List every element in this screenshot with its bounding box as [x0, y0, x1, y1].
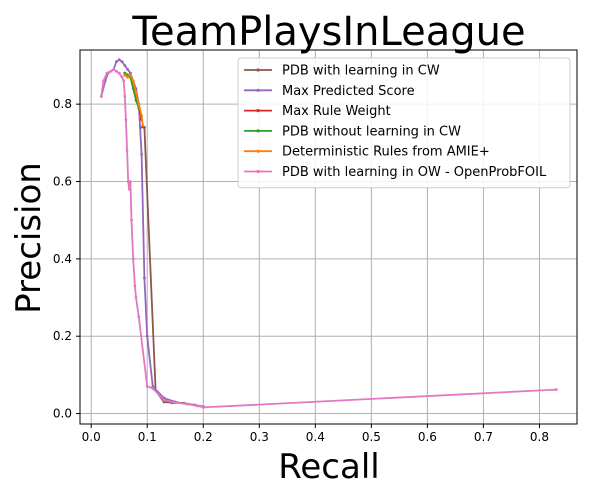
data-point	[201, 405, 205, 409]
chart-title: TeamPlaysInLeague	[131, 9, 525, 55]
x-tick-label: 0.1	[138, 430, 157, 444]
data-point	[117, 58, 121, 62]
data-point	[123, 95, 127, 98]
y-tick-label: 0.2	[53, 329, 72, 343]
legend-marker	[256, 68, 260, 72]
data-point	[102, 79, 105, 83]
data-point	[129, 180, 132, 183]
series-layer	[99, 58, 558, 409]
x-tick-label: 0.0	[82, 430, 101, 444]
data-point	[196, 404, 200, 408]
legend-item: Max Rule Weight	[244, 104, 391, 119]
data-point	[122, 79, 126, 83]
data-point	[123, 73, 127, 77]
data-point	[554, 388, 558, 391]
legend-item: Deterministic Rules from AMIE+	[244, 145, 490, 160]
data-point	[137, 315, 141, 319]
data-point	[117, 71, 121, 75]
legend-label: Deterministic Rules from AMIE+	[282, 145, 490, 160]
data-point	[124, 118, 128, 122]
legend: PDB with learning in CW Max Predicted Sco…	[237, 57, 571, 189]
data-point	[162, 398, 166, 402]
y-tick-label: 0.8	[53, 97, 72, 111]
series-line	[100, 58, 204, 408]
x-axis-label: Recall	[278, 447, 379, 487]
x-tick-label: 0.7	[474, 430, 493, 444]
legend-marker	[256, 129, 260, 133]
data-point	[123, 71, 127, 75]
data-point	[140, 153, 144, 156]
series-1	[99, 58, 205, 408]
data-point	[126, 75, 130, 79]
data-point	[140, 114, 144, 118]
data-point	[120, 75, 124, 79]
data-point	[145, 385, 149, 388]
legend-marker	[256, 169, 260, 174]
data-point	[112, 67, 116, 71]
series-4	[123, 73, 145, 127]
y-axis-label: Precision	[9, 162, 49, 314]
legend-marker	[256, 109, 260, 113]
legend-label: PDB with learning in CW	[282, 64, 440, 79]
data-point	[120, 60, 124, 64]
data-point	[151, 387, 155, 390]
data-point	[115, 60, 118, 64]
data-point	[143, 125, 146, 129]
data-point	[143, 276, 146, 280]
plot-frame	[79, 49, 578, 425]
legend-marker	[256, 88, 260, 92]
legend-label: Max Predicted Score	[282, 84, 415, 99]
data-point	[141, 124, 145, 127]
legend-item: PDB with learning in OW - OpenProbFOIL	[244, 165, 547, 180]
data-point	[123, 64, 127, 67]
legend-marker	[256, 149, 260, 153]
data-point	[130, 218, 133, 222]
data-point	[134, 296, 138, 299]
legend-label: PDB with learning in OW - OpenProbFOIL	[282, 165, 547, 180]
data-point	[185, 402, 188, 406]
data-point	[134, 98, 138, 102]
data-point	[129, 71, 132, 75]
y-tick-label: 0.4	[53, 252, 72, 266]
legend-item: PDB without learning in CW	[244, 124, 461, 139]
y-tick-label: 0.6	[53, 174, 72, 188]
x-tick-label: 0.4	[306, 430, 325, 444]
data-point	[134, 91, 138, 94]
data-point	[115, 69, 118, 73]
data-point	[133, 284, 137, 288]
x-tick-label: 0.6	[418, 430, 437, 444]
series-5	[99, 67, 558, 409]
x-tick-label: 0.2	[194, 430, 213, 444]
data-point	[145, 334, 149, 338]
data-point	[131, 79, 135, 83]
tick-layer: 0.0 0.1 0.2 0.3 0.4 0.5 0.6 0.7 0.8 0.0 0.2 0.4 0.6 0…	[53, 97, 549, 444]
legend-label: Max Rule Weight	[282, 104, 391, 119]
legend-item: PDB with learning in CW	[244, 64, 440, 79]
x-tick-label: 0.5	[362, 430, 381, 444]
x-tick-label: 0.3	[250, 430, 269, 444]
data-point	[162, 400, 166, 404]
x-tick-label: 0.8	[530, 430, 549, 444]
data-point	[125, 149, 129, 152]
series-line	[100, 68, 557, 409]
legend-label: PDB without learning in CW	[282, 124, 461, 139]
data-point	[131, 87, 135, 91]
data-point	[131, 257, 135, 261]
data-point	[99, 95, 103, 98]
data-point	[126, 67, 130, 71]
series-0	[139, 125, 205, 408]
data-point	[173, 401, 177, 405]
data-point	[127, 187, 131, 191]
y-tick-label: 0.0	[53, 407, 72, 421]
data-point	[105, 71, 109, 75]
legend-box	[237, 57, 571, 189]
data-point	[126, 180, 130, 183]
data-point	[129, 73, 132, 77]
data-point	[109, 69, 113, 73]
data-point	[151, 385, 155, 388]
legend-item: Max Predicted Score	[244, 84, 415, 99]
data-point	[137, 102, 141, 106]
